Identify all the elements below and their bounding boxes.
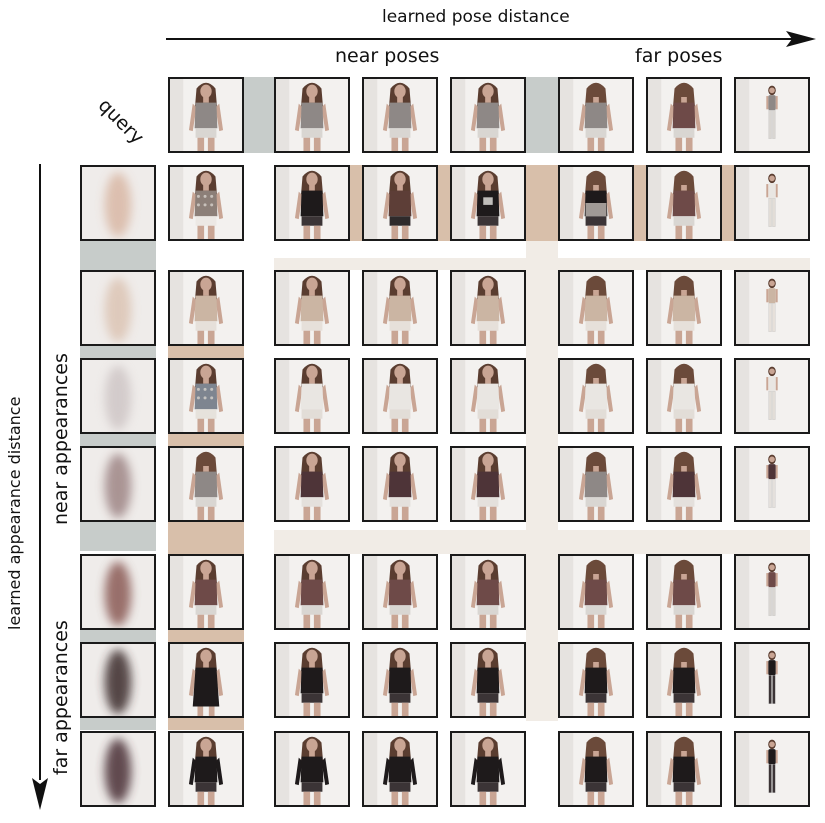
query-pose-image	[274, 77, 350, 153]
result-image	[362, 446, 438, 522]
result-image	[450, 554, 526, 630]
result-image	[274, 446, 350, 522]
far-poses-label: far poses	[635, 45, 723, 67]
result-image	[168, 358, 244, 434]
query-appearance-image	[80, 358, 156, 434]
result-image	[558, 731, 634, 807]
gap-band	[526, 165, 558, 241]
result-image	[168, 554, 244, 630]
result-image	[558, 554, 634, 630]
gap-band	[168, 346, 244, 358]
result-image	[734, 270, 810, 346]
result-image	[168, 270, 244, 346]
result-image	[362, 554, 438, 630]
query-pose-image	[734, 77, 810, 153]
gap-band	[526, 77, 558, 153]
gap-band	[168, 434, 244, 446]
gap-band	[80, 241, 156, 270]
query-pose-image	[450, 77, 526, 153]
result-image	[734, 731, 810, 807]
gap-band	[350, 165, 362, 241]
result-image	[168, 642, 244, 718]
result-image	[646, 642, 722, 718]
gap-band	[274, 258, 810, 270]
result-image	[274, 165, 350, 241]
result-image	[646, 731, 722, 807]
gap-band	[168, 522, 244, 554]
result-image	[558, 446, 634, 522]
query-appearance-image	[80, 731, 156, 807]
result-image	[734, 446, 810, 522]
result-image	[734, 165, 810, 241]
gap-band	[168, 630, 244, 642]
result-image	[274, 358, 350, 434]
gap-band	[168, 718, 244, 730]
result-image	[558, 270, 634, 346]
query-pose-image	[362, 77, 438, 153]
result-image	[734, 554, 810, 630]
gap-band	[722, 165, 734, 241]
result-image	[274, 270, 350, 346]
result-image	[646, 270, 722, 346]
result-image	[362, 731, 438, 807]
result-image	[362, 642, 438, 718]
result-image	[450, 270, 526, 346]
result-image	[274, 642, 350, 718]
far-appearances-label: far appearances	[50, 620, 72, 775]
result-image	[558, 165, 634, 241]
gap-band	[526, 241, 558, 721]
query-pose-image	[168, 77, 244, 153]
gap-band	[80, 718, 156, 730]
query-appearance-image	[80, 446, 156, 522]
result-image	[646, 446, 722, 522]
query-appearance-image	[80, 270, 156, 346]
gap-band	[244, 77, 274, 153]
query-appearance-image	[80, 165, 156, 241]
result-image	[362, 270, 438, 346]
gap-band	[80, 522, 156, 551]
near-appearances-label: near appearances	[50, 353, 72, 525]
result-image	[646, 554, 722, 630]
result-image	[734, 642, 810, 718]
result-image	[450, 731, 526, 807]
result-image	[450, 446, 526, 522]
left-axis-arrow	[32, 164, 48, 810]
result-image	[646, 358, 722, 434]
query-pose-image	[646, 77, 722, 153]
top-axis-label: learned pose distance	[382, 7, 570, 27]
result-image	[734, 358, 810, 434]
result-image	[646, 165, 722, 241]
result-image	[168, 731, 244, 807]
near-poses-label: near poses	[335, 45, 440, 67]
result-image	[450, 165, 526, 241]
result-image	[362, 165, 438, 241]
left-axis-label: learned appearance distance	[5, 396, 24, 630]
query-appearance-image	[80, 554, 156, 630]
result-image	[168, 165, 244, 241]
result-image	[450, 358, 526, 434]
gap-band	[634, 165, 646, 241]
result-image	[450, 642, 526, 718]
result-image	[274, 554, 350, 630]
gap-band	[80, 346, 156, 358]
gap-band	[438, 165, 450, 241]
query-appearance-image	[80, 642, 156, 718]
query-pose-image	[558, 77, 634, 153]
result-image	[274, 731, 350, 807]
result-image	[168, 446, 244, 522]
top-axis-arrow	[166, 31, 816, 47]
result-image	[558, 358, 634, 434]
query-label: query	[93, 94, 149, 149]
result-image	[362, 358, 438, 434]
gap-band	[80, 630, 156, 642]
result-image	[558, 642, 634, 718]
gap-band	[80, 434, 156, 446]
